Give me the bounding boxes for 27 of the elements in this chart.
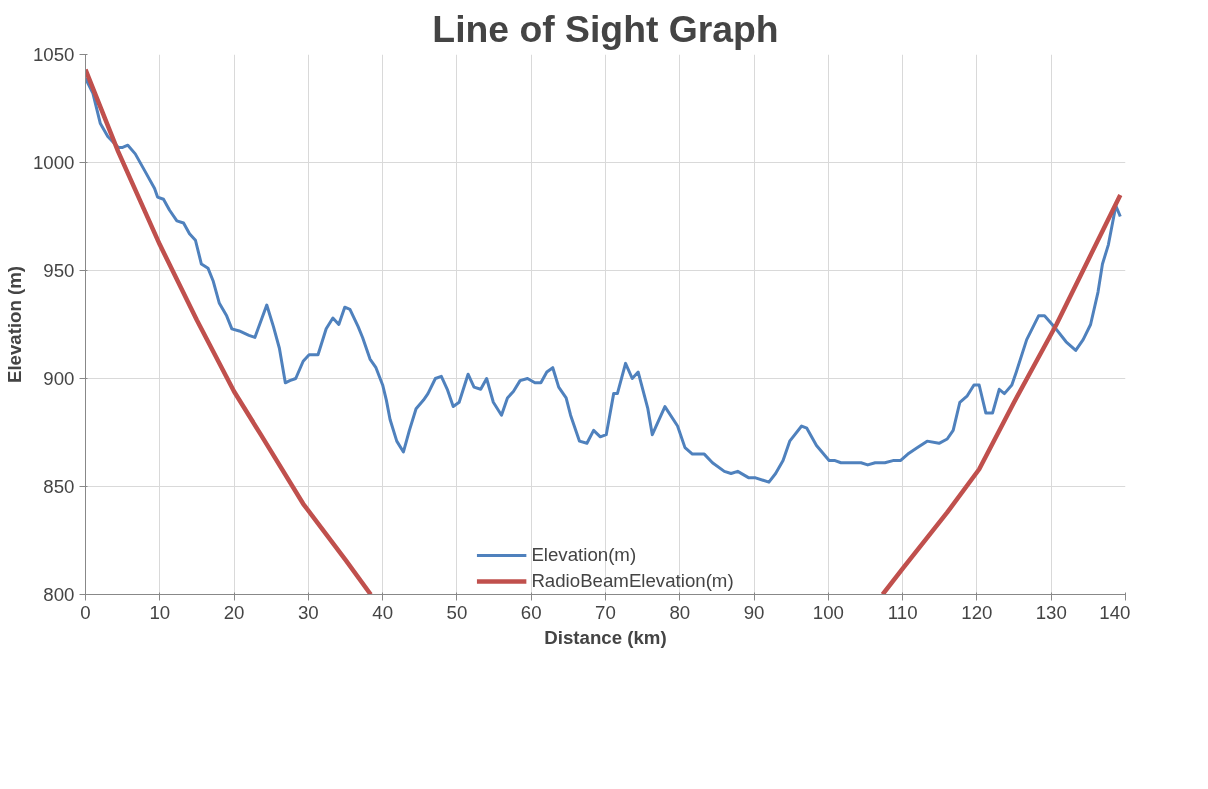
y-tick-label: 950 xyxy=(43,260,75,281)
x-axis-title: Distance (km) xyxy=(544,626,667,648)
legend-label: Elevation(m) xyxy=(531,544,637,566)
line-series xyxy=(85,76,1122,484)
x-tick-label: 70 xyxy=(595,601,616,623)
y-tick-label: 1050 xyxy=(33,44,75,65)
x-tick-label: 130 xyxy=(1035,601,1067,623)
legend-label: RadioBeamElevation(m) xyxy=(531,570,734,592)
x-tick-label: 50 xyxy=(446,601,468,623)
x-tick-label: 20 xyxy=(223,601,245,623)
y-axis-title: Elevation (m) xyxy=(4,265,25,384)
x-tick-label: 30 xyxy=(297,601,319,623)
y-tick-label: 850 xyxy=(43,476,75,497)
x-tick-label: 60 xyxy=(520,601,542,623)
y-tick-label: 1000 xyxy=(33,152,75,173)
x-tick-label: 100 xyxy=(812,601,844,623)
x-tick-label: 110 xyxy=(887,601,918,623)
x-tick-label: 120 xyxy=(961,601,993,623)
x-tick-label: 10 xyxy=(149,601,171,623)
x-tick-label: 140 xyxy=(1099,601,1131,623)
x-tick-label: 90 xyxy=(743,601,765,623)
chart-title: Line of Sight Graph xyxy=(432,7,779,50)
y-tick-label: 900 xyxy=(43,368,75,389)
x-tick-label: 0 xyxy=(80,601,91,623)
y-tick-label: 800 xyxy=(43,584,75,605)
x-tick-label: 80 xyxy=(669,601,691,623)
x-tick-label: 40 xyxy=(372,601,394,623)
